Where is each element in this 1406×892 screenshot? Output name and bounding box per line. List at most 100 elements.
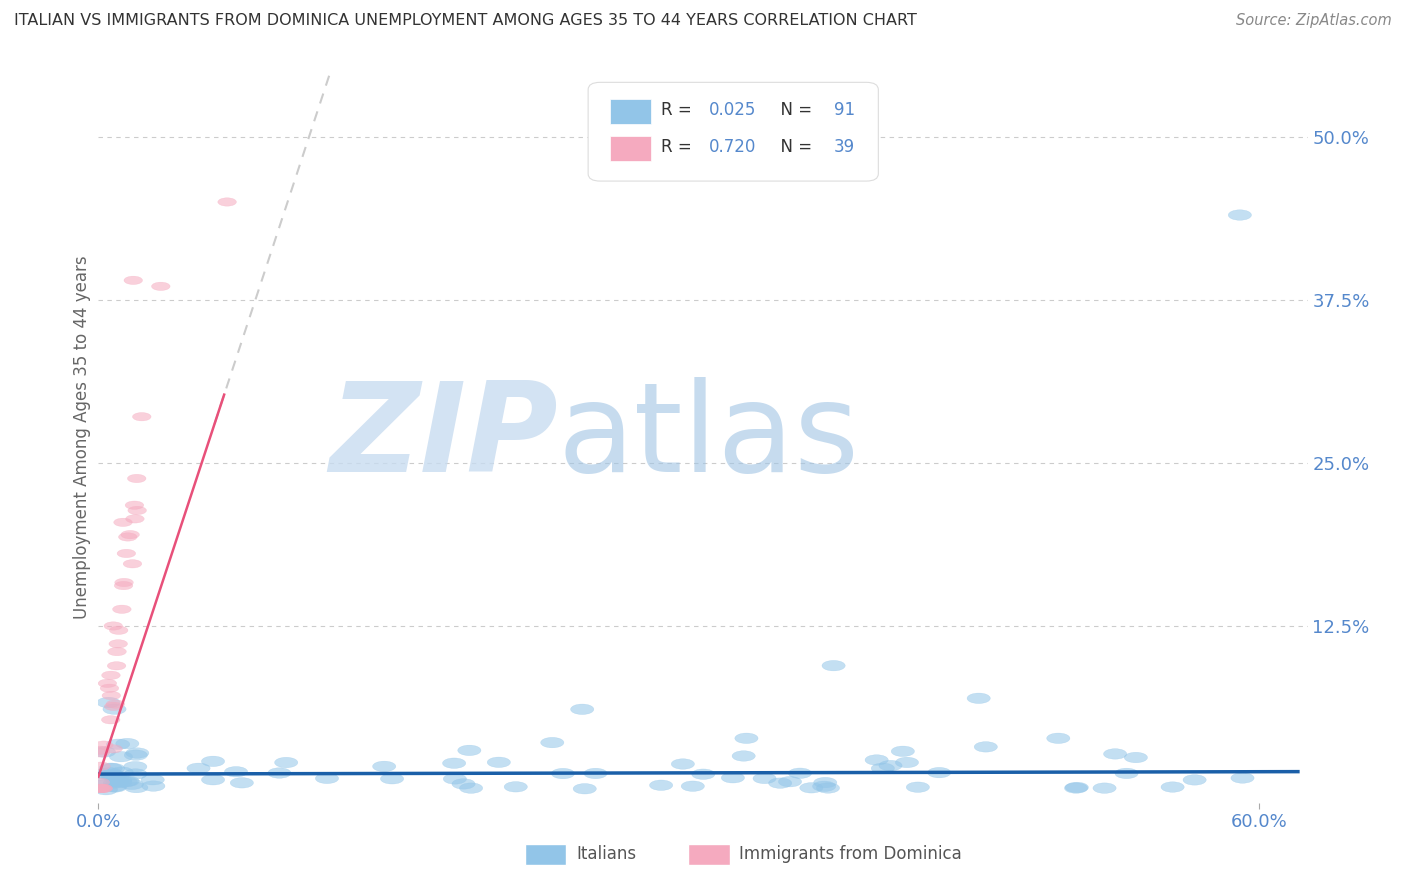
Ellipse shape <box>823 660 845 671</box>
Ellipse shape <box>1092 783 1116 793</box>
Text: atlas: atlas <box>558 376 860 498</box>
Ellipse shape <box>108 648 127 656</box>
Ellipse shape <box>733 751 755 761</box>
Ellipse shape <box>103 704 127 714</box>
Ellipse shape <box>967 693 990 704</box>
Ellipse shape <box>865 755 889 765</box>
Ellipse shape <box>488 757 510 767</box>
Ellipse shape <box>104 745 122 753</box>
Ellipse shape <box>1161 781 1184 792</box>
Ellipse shape <box>583 768 607 779</box>
Ellipse shape <box>124 277 142 285</box>
Ellipse shape <box>128 475 146 483</box>
Ellipse shape <box>381 773 404 784</box>
Ellipse shape <box>103 770 127 780</box>
Ellipse shape <box>974 741 997 752</box>
Ellipse shape <box>125 515 145 523</box>
FancyBboxPatch shape <box>610 136 651 161</box>
Ellipse shape <box>124 762 146 772</box>
Ellipse shape <box>125 782 148 793</box>
Ellipse shape <box>107 662 127 670</box>
Ellipse shape <box>104 622 122 630</box>
Y-axis label: Unemployment Among Ages 35 to 44 years: Unemployment Among Ages 35 to 44 years <box>73 255 91 619</box>
Ellipse shape <box>100 684 118 692</box>
Ellipse shape <box>201 774 225 785</box>
Ellipse shape <box>125 747 149 758</box>
Ellipse shape <box>91 778 110 787</box>
Ellipse shape <box>121 779 143 789</box>
Ellipse shape <box>112 605 131 614</box>
Ellipse shape <box>118 533 136 541</box>
Ellipse shape <box>681 781 704 791</box>
FancyBboxPatch shape <box>526 844 567 865</box>
Ellipse shape <box>458 745 481 756</box>
Ellipse shape <box>98 768 121 778</box>
Text: Source: ZipAtlas.com: Source: ZipAtlas.com <box>1236 13 1392 29</box>
Ellipse shape <box>101 771 125 780</box>
Text: 0.025: 0.025 <box>709 101 756 120</box>
Ellipse shape <box>872 763 894 773</box>
Ellipse shape <box>1066 782 1088 793</box>
Ellipse shape <box>103 778 127 789</box>
Ellipse shape <box>813 781 835 791</box>
Text: N =: N = <box>769 137 817 156</box>
Ellipse shape <box>187 763 209 773</box>
Ellipse shape <box>128 507 146 515</box>
Ellipse shape <box>108 777 132 788</box>
Ellipse shape <box>117 549 135 558</box>
FancyBboxPatch shape <box>610 99 651 124</box>
Text: 39: 39 <box>834 137 855 156</box>
Ellipse shape <box>891 746 914 756</box>
Text: R =: R = <box>661 137 697 156</box>
Ellipse shape <box>141 774 165 785</box>
Ellipse shape <box>104 781 127 792</box>
Ellipse shape <box>928 767 950 778</box>
Ellipse shape <box>460 783 482 793</box>
Ellipse shape <box>1064 783 1088 793</box>
Ellipse shape <box>907 782 929 792</box>
Ellipse shape <box>90 780 112 790</box>
Ellipse shape <box>93 747 115 757</box>
Ellipse shape <box>105 776 129 787</box>
Text: ITALIAN VS IMMIGRANTS FROM DOMINICA UNEMPLOYMENT AMONG AGES 35 TO 44 YEARS CORRE: ITALIAN VS IMMIGRANTS FROM DOMINICA UNEM… <box>14 13 917 29</box>
Ellipse shape <box>104 702 122 711</box>
Ellipse shape <box>650 780 672 790</box>
Ellipse shape <box>124 769 148 780</box>
Ellipse shape <box>117 776 139 787</box>
Ellipse shape <box>231 778 253 788</box>
Ellipse shape <box>110 767 134 777</box>
Ellipse shape <box>142 780 165 791</box>
Ellipse shape <box>505 781 527 792</box>
Ellipse shape <box>225 766 247 777</box>
Ellipse shape <box>103 691 121 699</box>
Ellipse shape <box>373 761 396 772</box>
Ellipse shape <box>571 704 593 714</box>
Ellipse shape <box>98 763 122 773</box>
Ellipse shape <box>94 784 112 793</box>
Text: ZIP: ZIP <box>329 376 558 498</box>
Ellipse shape <box>754 773 776 784</box>
Ellipse shape <box>98 679 117 688</box>
Text: Immigrants from Dominica: Immigrants from Dominica <box>740 845 962 863</box>
Ellipse shape <box>817 783 839 793</box>
Ellipse shape <box>110 751 132 762</box>
Ellipse shape <box>124 750 148 760</box>
Ellipse shape <box>671 759 695 769</box>
Ellipse shape <box>101 671 121 680</box>
Ellipse shape <box>1182 774 1206 785</box>
Ellipse shape <box>132 412 150 421</box>
Text: Italians: Italians <box>576 845 636 863</box>
Ellipse shape <box>769 778 792 789</box>
Ellipse shape <box>94 784 112 793</box>
Ellipse shape <box>108 640 128 648</box>
Ellipse shape <box>879 760 903 771</box>
Ellipse shape <box>800 782 823 793</box>
Ellipse shape <box>1230 772 1254 783</box>
Text: R =: R = <box>661 101 697 120</box>
FancyBboxPatch shape <box>689 844 730 865</box>
Ellipse shape <box>125 501 143 509</box>
Ellipse shape <box>100 770 124 780</box>
Text: N =: N = <box>769 101 817 120</box>
Ellipse shape <box>107 739 129 749</box>
Ellipse shape <box>94 741 112 749</box>
